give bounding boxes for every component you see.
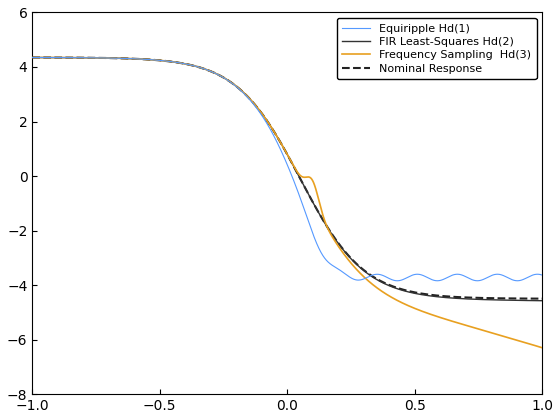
Nominal Response xyxy=(523,296,530,301)
Nominal Response xyxy=(399,287,406,292)
Equiripple Hd(1) xyxy=(394,278,400,284)
FIR Least-Squares Hd(2) xyxy=(247,97,254,102)
Line: Equiripple Hd(1): Equiripple Hd(1) xyxy=(32,58,542,281)
FIR Least-Squares Hd(2) xyxy=(29,55,36,60)
Equiripple Hd(1) xyxy=(498,272,505,277)
Equiripple Hd(1) xyxy=(243,94,250,99)
Nominal Response xyxy=(498,296,505,301)
Line: Nominal Response: Nominal Response xyxy=(32,58,542,299)
FIR Least-Squares Hd(2) xyxy=(243,93,250,98)
FIR Least-Squares Hd(2) xyxy=(498,297,505,302)
Equiripple Hd(1) xyxy=(271,135,278,140)
Frequency Sampling  Hd(3) xyxy=(247,97,254,102)
Equiripple Hd(1) xyxy=(539,273,545,278)
Frequency Sampling  Hd(3) xyxy=(243,93,250,98)
Frequency Sampling  Hd(3) xyxy=(523,341,530,346)
Line: Frequency Sampling  Hd(3): Frequency Sampling Hd(3) xyxy=(32,58,542,348)
Frequency Sampling  Hd(3) xyxy=(498,333,505,338)
Nominal Response xyxy=(271,130,278,135)
Nominal Response xyxy=(539,296,545,301)
FIR Least-Squares Hd(2) xyxy=(539,298,545,303)
Frequency Sampling  Hd(3) xyxy=(539,345,545,350)
FIR Least-Squares Hd(2) xyxy=(271,130,278,135)
Line: FIR Least-Squares Hd(2): FIR Least-Squares Hd(2) xyxy=(32,58,542,301)
Legend: Equiripple Hd(1), FIR Least-Squares Hd(2), Frequency Sampling  Hd(3), Nominal Re: Equiripple Hd(1), FIR Least-Squares Hd(2… xyxy=(337,18,536,79)
FIR Least-Squares Hd(2) xyxy=(399,288,406,293)
Nominal Response xyxy=(29,55,36,60)
Equiripple Hd(1) xyxy=(247,98,254,103)
Equiripple Hd(1) xyxy=(29,55,36,60)
FIR Least-Squares Hd(2) xyxy=(523,298,530,303)
Frequency Sampling  Hd(3) xyxy=(399,301,406,306)
Equiripple Hd(1) xyxy=(399,277,406,282)
Equiripple Hd(1) xyxy=(523,276,530,281)
Frequency Sampling  Hd(3) xyxy=(271,130,278,135)
Nominal Response xyxy=(247,97,254,102)
Frequency Sampling  Hd(3) xyxy=(29,55,36,60)
Nominal Response xyxy=(243,93,250,98)
